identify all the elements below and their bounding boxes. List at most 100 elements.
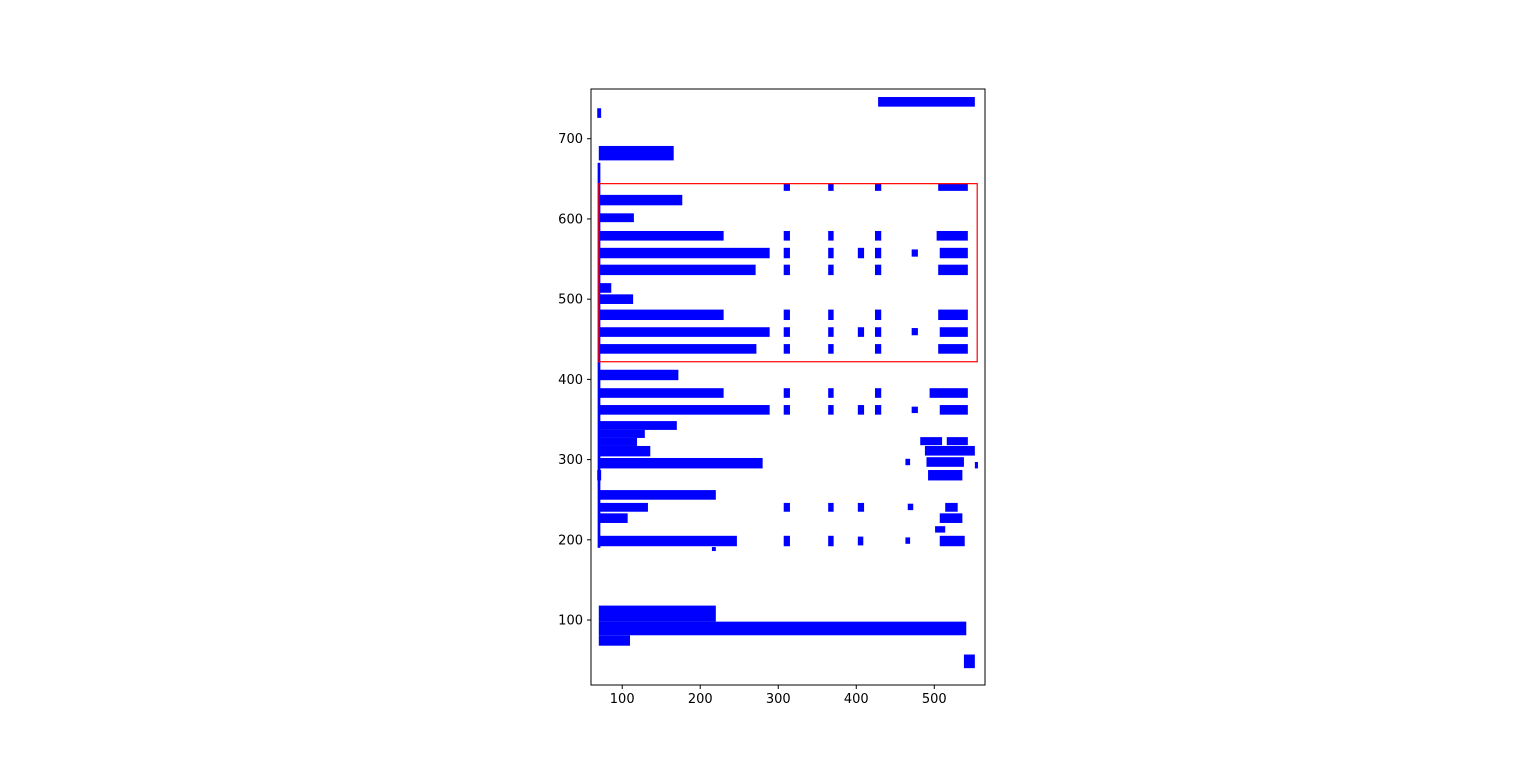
data-rect: [598, 369, 679, 381]
data-rect: [924, 445, 975, 456]
data-rect: [929, 388, 968, 398]
y-tick-label: 500: [558, 293, 583, 308]
data-rect: [907, 503, 914, 511]
x-tick-label: 400: [844, 692, 869, 707]
data-rect: [905, 537, 911, 544]
data-rect: [597, 108, 602, 118]
data-rect: [939, 535, 965, 547]
data-rect: [598, 294, 634, 304]
data-rect: [911, 406, 918, 414]
data-rect: [874, 344, 882, 354]
data-rect: [963, 654, 975, 669]
data-rect: [928, 470, 963, 481]
data-rect: [783, 535, 790, 547]
data-rect: [946, 437, 968, 446]
data-rect: [828, 405, 834, 415]
data-rect: [598, 635, 631, 646]
data-rect: [935, 526, 946, 533]
data-rect: [783, 183, 790, 191]
data-rect: [783, 247, 790, 259]
data-rect: [828, 502, 834, 512]
data-rect: [783, 230, 790, 241]
data-rect: [878, 97, 975, 107]
data-rect: [938, 183, 968, 191]
data-rect: [926, 457, 964, 467]
data-rect: [828, 309, 834, 321]
data-rect: [598, 535, 737, 547]
data-rect: [598, 213, 634, 223]
data-rect: [920, 437, 943, 446]
data-rect: [828, 183, 834, 191]
data-rect: [828, 247, 834, 259]
data-rect: [828, 535, 834, 547]
data-rect: [598, 421, 677, 430]
data-rect: [911, 249, 918, 257]
data-rect: [598, 194, 683, 206]
data-rect: [783, 344, 790, 354]
data-rect: [783, 264, 790, 276]
data-rect: [828, 264, 834, 276]
y-tick-label: 200: [558, 533, 583, 548]
data-rect: [874, 264, 882, 276]
data-rect: [938, 344, 968, 354]
data-rect: [945, 502, 958, 512]
data-rect: [598, 230, 724, 241]
data-rect: [939, 405, 968, 415]
data-rect: [783, 388, 790, 398]
y-tick-label: 700: [558, 132, 583, 147]
x-tick-label: 200: [688, 692, 713, 707]
data-rect: [598, 429, 645, 438]
data-rect: [874, 405, 882, 415]
data-rect: [857, 405, 865, 415]
data-rect: [974, 462, 978, 469]
data-rect: [828, 344, 834, 354]
data-rect: [874, 327, 882, 337]
data-rect: [598, 405, 770, 415]
data-rect: [598, 437, 638, 446]
data-rect: [598, 621, 967, 636]
data-rect: [828, 327, 834, 337]
data-rect: [857, 502, 865, 512]
data-rect: [598, 247, 770, 259]
data-rect: [936, 230, 968, 241]
y-tick-label: 300: [558, 453, 583, 468]
data-rect: [828, 388, 834, 398]
data-rect: [711, 547, 716, 552]
data-rect: [598, 309, 724, 321]
data-rect: [874, 247, 882, 259]
data-rect: [783, 502, 790, 512]
data-rect: [598, 490, 716, 500]
data-rect: [598, 327, 770, 337]
data-rect: [598, 457, 763, 469]
data-rect: [598, 445, 651, 457]
data-rect: [939, 327, 968, 337]
y-tick-label: 400: [558, 373, 583, 388]
x-tick-label: 300: [766, 692, 791, 707]
data-rect: [598, 502, 648, 512]
data-rect: [874, 309, 882, 321]
data-rect: [597, 470, 602, 481]
data-rect: [598, 264, 756, 276]
data-rect: [783, 327, 790, 337]
data-rect: [598, 513, 628, 523]
data-rect: [874, 183, 882, 191]
data-rect: [828, 230, 834, 241]
data-rect: [598, 388, 724, 398]
data-rect: [598, 605, 716, 622]
data-rect: [938, 264, 968, 276]
data-rect: [783, 309, 790, 321]
data-rect: [598, 344, 757, 354]
data-rect: [857, 247, 865, 259]
data-rect: [598, 145, 674, 161]
y-tick-label: 100: [558, 614, 583, 629]
y-tick-label: 600: [558, 212, 583, 227]
data-rect: [911, 328, 918, 336]
x-tick-label: 100: [610, 692, 635, 707]
data-rect: [905, 458, 911, 466]
data-rect: [783, 405, 790, 415]
data-rect: [857, 536, 864, 546]
data-rect: [939, 513, 963, 523]
x-tick-label: 500: [922, 692, 947, 707]
